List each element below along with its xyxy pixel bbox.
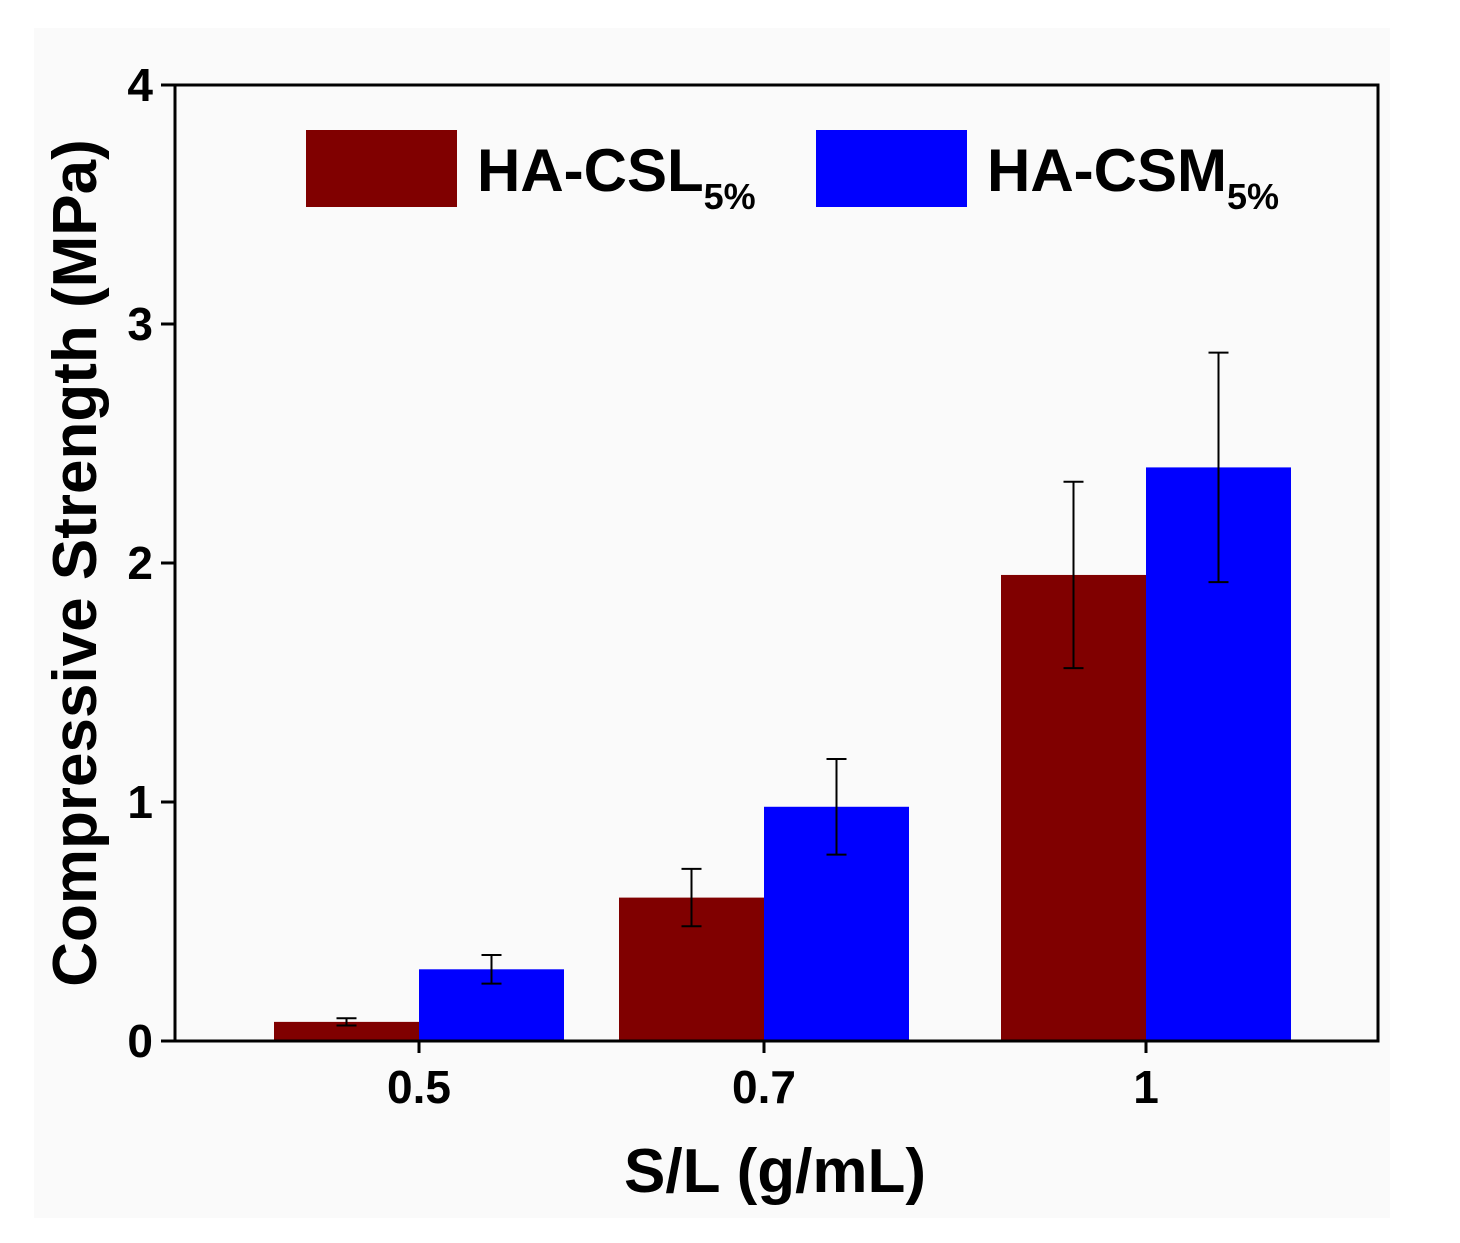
x-axis: 0.5 0.7 1 [387, 1041, 1159, 1113]
legend-swatch-ha-csl [306, 130, 457, 207]
legend-subscript-ha-csm: 5% [1227, 176, 1279, 217]
legend-subscript-ha-csl: 5% [704, 176, 756, 217]
y-axis: 0 1 2 3 4 [127, 59, 175, 1067]
y-tick-label: 0 [127, 1015, 153, 1067]
legend-label-ha-csm: HA-CSM5% [987, 137, 1279, 217]
x-tick-label: 1 [1133, 1061, 1159, 1113]
y-tick-label: 3 [127, 298, 153, 350]
legend: HA-CSL5% HA-CSM5% [306, 130, 1279, 217]
x-tick-label: 0.5 [387, 1061, 451, 1113]
error-bar-ha-csm-0_7 [826, 757, 847, 856]
error-bars-layer [336, 351, 1229, 1027]
bar-ha-csl-0_5 [274, 1021, 419, 1041]
error-bar-ha-csl-1 [1063, 480, 1084, 670]
x-tick-label: 0.7 [732, 1061, 796, 1113]
y-tick-label: 2 [127, 537, 153, 589]
legend-name-ha-csl: HA-CSL [477, 137, 704, 204]
legend-swatch-ha-csm [816, 130, 967, 207]
bars-layer [274, 467, 1291, 1041]
legend-name-ha-csm: HA-CSM [987, 137, 1227, 204]
error-bar-ha-csl-0_7 [681, 867, 702, 928]
x-axis-title: S/L (g/mL) [624, 1137, 926, 1206]
y-axis-title: Compressive Strength (MPa) [41, 139, 110, 987]
error-bar-ha-csm-1 [1208, 351, 1229, 584]
legend-label-ha-csl: HA-CSL5% [477, 137, 756, 217]
y-tick-label: 1 [127, 776, 153, 828]
y-tick-label: 4 [127, 59, 153, 111]
error-bar-ha-csm-0_5 [481, 953, 502, 985]
error-bar-ha-csl-0_5 [336, 1017, 357, 1027]
